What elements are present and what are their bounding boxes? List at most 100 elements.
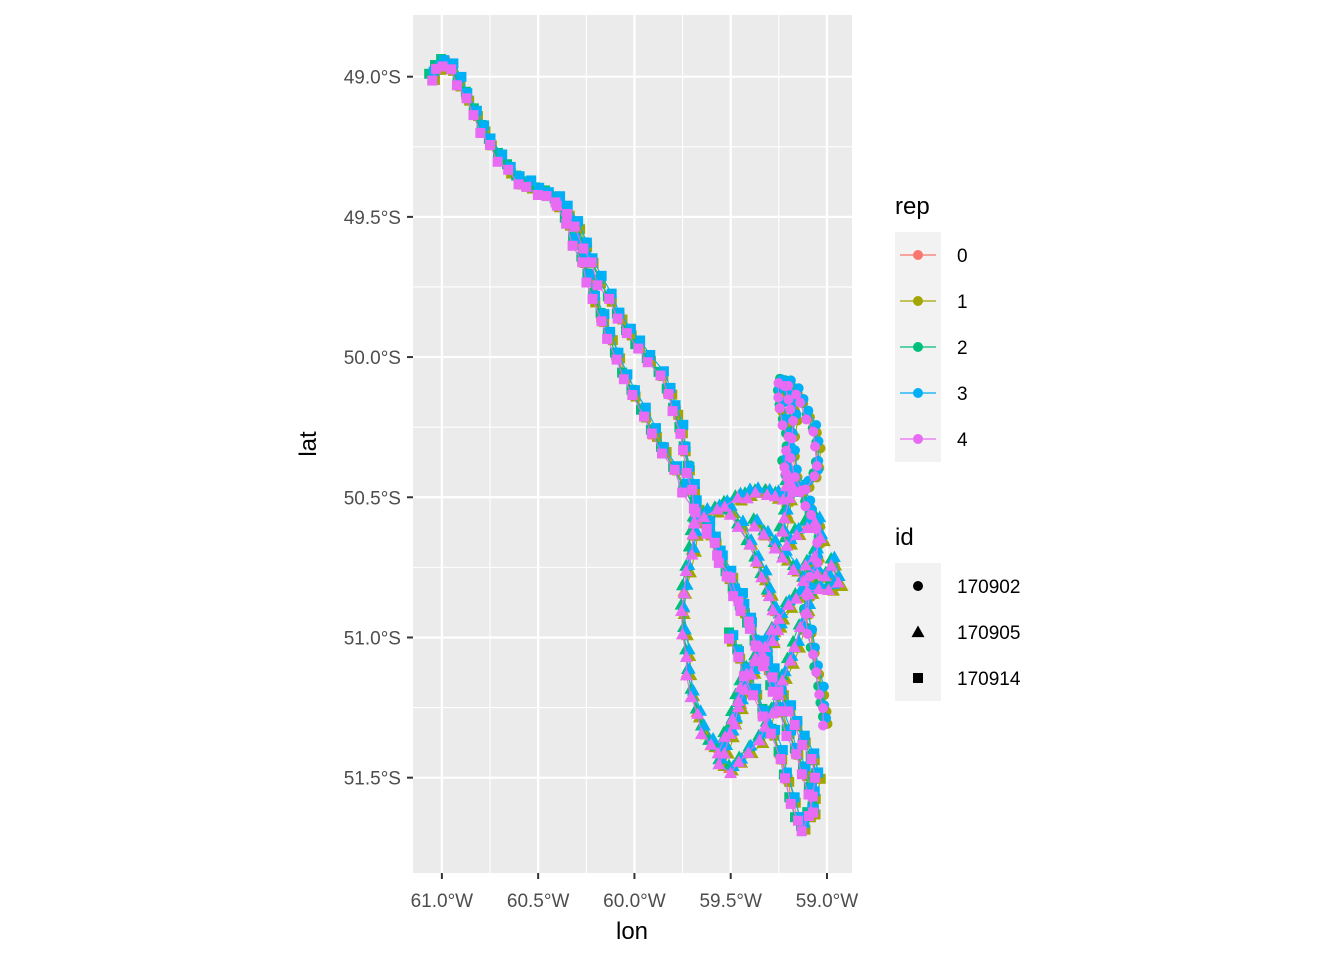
data-point-170914 [526, 175, 537, 186]
data-point-170914 [617, 367, 628, 378]
data-point-170914 [521, 181, 532, 192]
legend-label-rep: 0 [957, 246, 968, 267]
data-point-170914 [485, 133, 496, 144]
data-point-170914 [759, 656, 770, 667]
data-point-170905 [760, 488, 774, 500]
data-point-170914 [773, 686, 784, 697]
data-point-170902 [774, 403, 785, 414]
data-point-170914 [690, 507, 701, 518]
data-point-170905 [718, 500, 732, 512]
data-point-170914 [461, 93, 472, 104]
data-point-170905 [674, 604, 688, 617]
data-point-170905 [768, 489, 782, 502]
data-point-170914 [663, 389, 674, 400]
data-point-170914 [799, 818, 810, 829]
data-point-170902 [789, 445, 800, 456]
data-point-170914 [633, 343, 644, 354]
data-point-170914 [678, 419, 689, 430]
data-point-170914 [691, 495, 702, 506]
data-point-170905 [741, 746, 755, 758]
data-point-170905 [694, 727, 708, 739]
data-point-170902 [804, 571, 815, 582]
data-point-170905 [724, 766, 738, 779]
data-point-170914 [596, 316, 607, 327]
data-point-170914 [786, 700, 797, 711]
data-point-170905 [807, 550, 821, 562]
data-point-170914 [578, 243, 589, 254]
data-point-170914 [776, 681, 787, 692]
data-point-170914 [786, 725, 797, 736]
data-point-170905 [790, 528, 804, 541]
data-point-170905 [684, 690, 698, 703]
data-point-170905 [712, 757, 726, 770]
data-point-170902 [782, 473, 793, 484]
data-point-170905 [731, 694, 745, 706]
data-point-170905 [781, 598, 795, 610]
data-point-170914 [586, 257, 597, 268]
data-point-170905 [755, 570, 769, 583]
data-point-170905 [687, 541, 701, 553]
data-point-170905 [786, 563, 800, 576]
data-point-170902 [795, 397, 806, 408]
data-point-170905 [700, 502, 714, 514]
data-point-170914 [581, 277, 592, 288]
data-point-170914 [573, 216, 584, 227]
data-point-170905 [759, 563, 773, 576]
legend-key-square [913, 673, 923, 683]
data-point-170914 [604, 293, 615, 304]
data-point-170914 [739, 598, 750, 609]
data-point-170905 [697, 718, 711, 731]
data-point-170914 [793, 815, 804, 826]
y-tick-label: 50.5°S [344, 488, 401, 509]
data-point-170905 [822, 583, 836, 596]
data-point-170905 [723, 727, 737, 739]
data-point-170905 [783, 491, 797, 503]
data-point-170914 [806, 754, 817, 765]
data-point-170914 [596, 270, 607, 281]
axes: 61.0°W 60.5°W 60.0°W 59.5°W 59.0°W 49.0°S 49.5… [344, 68, 859, 912]
data-point-170914 [602, 333, 613, 344]
data-point-170914 [645, 350, 656, 361]
data-point-170902 [785, 404, 796, 415]
legend-key-circle [913, 581, 923, 591]
data-point-170902 [785, 452, 796, 463]
data-point-170914 [581, 237, 592, 248]
data-point-170914 [810, 772, 821, 783]
data-point-170905 [768, 541, 782, 554]
data-point-170914 [468, 110, 479, 121]
data-point-170914 [733, 652, 744, 663]
data-point-170914 [742, 663, 753, 674]
y-tick-label: 51.5°S [344, 769, 401, 790]
data-point-170914 [532, 189, 543, 200]
data-point-170914 [769, 663, 780, 674]
data-point-170914 [567, 240, 578, 251]
gridlines-major [413, 15, 852, 873]
y-tick-label: 50.0°S [344, 348, 401, 369]
data-point-170905 [762, 589, 776, 602]
data-point-170914 [729, 583, 740, 594]
x-tick-label: 61.0°W [411, 891, 474, 912]
data-point-170905 [757, 527, 771, 540]
data-point-170905 [799, 558, 813, 571]
legend-label-id: 170905 [957, 623, 1020, 644]
data-point-170914 [569, 221, 580, 232]
data-point-170914 [778, 690, 789, 701]
legend-label-rep: 3 [957, 384, 968, 405]
data-point-170905 [827, 550, 841, 563]
data-point-170914 [744, 623, 755, 634]
data-point-170914 [650, 423, 661, 434]
data-point-170914 [815, 773, 826, 784]
data-point-170914 [658, 442, 669, 453]
data-point-170914 [681, 478, 692, 489]
data-point-170914 [765, 728, 776, 739]
data-point-170914 [577, 257, 588, 268]
data-point-170914 [768, 677, 779, 688]
data-point-170914 [665, 382, 676, 393]
data-point-170905 [818, 569, 832, 582]
data-point-170902 [818, 681, 829, 692]
data-point-170914 [710, 531, 721, 542]
data-point-170914 [612, 313, 623, 324]
data-point-170905 [788, 587, 802, 599]
legend-label-id: 170902 [957, 577, 1020, 598]
